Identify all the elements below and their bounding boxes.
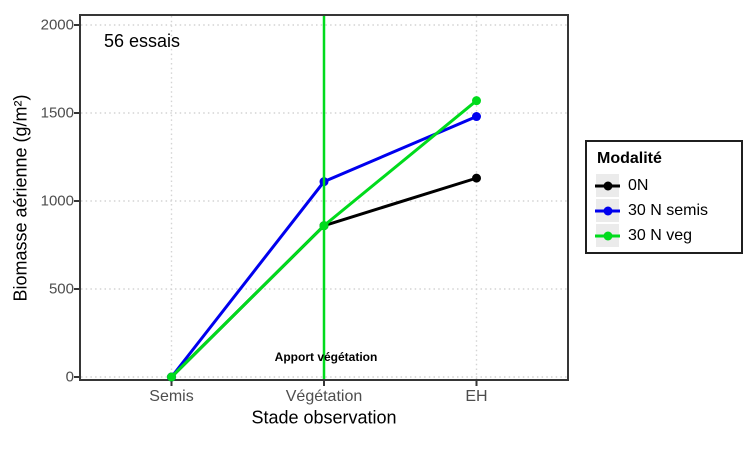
x-axis-title: Stade observation bbox=[251, 407, 397, 428]
apport-vegetation-annotation: Apport végétation bbox=[274, 350, 378, 364]
legend-item-0n: 0N bbox=[595, 173, 732, 198]
data-point bbox=[319, 221, 329, 231]
legend: Modalité 0N 30 N semis 30 N veg bbox=[585, 140, 743, 254]
legend-point-swatch bbox=[603, 231, 612, 240]
data-point bbox=[472, 112, 481, 122]
y-tick-label: 0 bbox=[65, 368, 74, 386]
legend-title: Modalité bbox=[597, 150, 662, 167]
x-tick-label: EH bbox=[465, 388, 488, 405]
data-point bbox=[472, 173, 481, 183]
y-tick-label: 1500 bbox=[40, 104, 74, 122]
legend-key-icon bbox=[595, 224, 620, 247]
data-point bbox=[167, 372, 176, 382]
legend-item-label: 30 N veg bbox=[628, 226, 693, 244]
panel-border bbox=[79, 14, 569, 381]
legend-key-icon bbox=[595, 199, 620, 222]
legend-item-30n-veg: 30 N veg bbox=[595, 223, 732, 248]
legend-point-swatch bbox=[603, 181, 612, 190]
legend-point-swatch bbox=[603, 206, 612, 215]
y-tick-label: 2000 bbox=[40, 16, 74, 34]
x-tick-label: Végétation bbox=[285, 388, 363, 405]
x-tick-label: Semis bbox=[149, 388, 194, 405]
legend-item-label: 30 N semis bbox=[628, 201, 709, 219]
legend-item-label: 0N bbox=[628, 176, 649, 194]
legend-key-icon bbox=[595, 174, 620, 197]
legend-item-30n-semis: 30 N semis bbox=[595, 198, 732, 223]
trial-count-annotation: 56 essais bbox=[104, 31, 181, 51]
y-axis-title: Biomasse aérienne (g/m²) bbox=[10, 94, 31, 302]
y-tick-label: 500 bbox=[48, 280, 74, 298]
data-point bbox=[472, 96, 481, 106]
y-tick-label: 1000 bbox=[40, 192, 74, 210]
